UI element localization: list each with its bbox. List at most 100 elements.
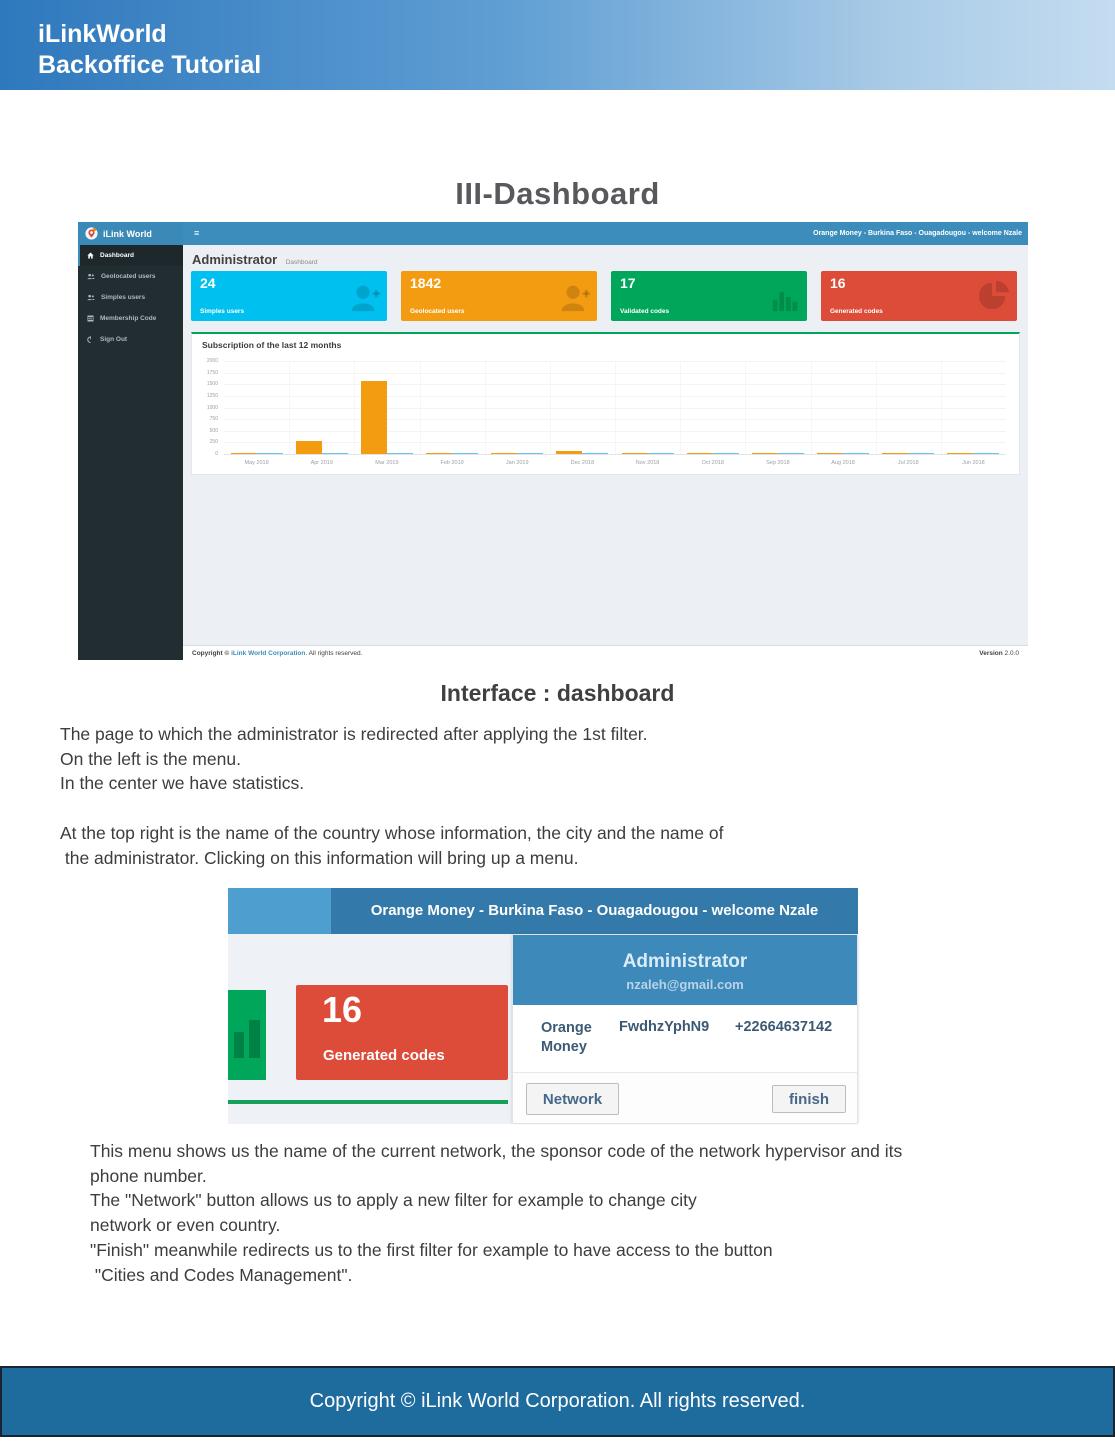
user-plus-icon — [561, 285, 591, 312]
sidebar-item-label: Dashboard — [100, 252, 134, 259]
y-tick-label: 2000 — [206, 358, 218, 364]
y-tick-label: 1250 — [206, 392, 218, 399]
sidebar: Dashboard Geolocated users Simples users — [78, 245, 183, 660]
bar-series-orange — [882, 453, 909, 454]
sidebar-item-geolocated-users[interactable]: Geolocated users — [78, 266, 183, 287]
brand-name: iLinkWorld — [38, 20, 167, 48]
stat-card-geolocated-users: 1842 Geolocated users — [401, 271, 597, 321]
bar-series-orange — [947, 453, 974, 454]
stat-label: Generated codes — [323, 1047, 445, 1064]
popup-header: Administrator nzaleh@gmail.com — [513, 935, 857, 1005]
x-tick-label: Jul 2018 — [897, 460, 919, 466]
phone-number: +22664637142 — [735, 1019, 833, 1035]
network-name: Orange Money — [541, 1020, 592, 1055]
x-axis-labels: May 2019 Apr 2019 Mar 2019 Feb 2019 Jan 2019… — [224, 458, 1006, 470]
text-line: The page to which the administrator is r… — [60, 724, 648, 744]
x-tick-label: Jan 2019 — [505, 460, 529, 466]
intro-paragraph: The page to which the administrator is r… — [60, 722, 648, 796]
gridline — [419, 361, 421, 454]
bar-series-orange — [295, 441, 322, 454]
stat-card-generated-codes: 16 Generated codes — [296, 985, 508, 1080]
y-tick-label: 500 — [209, 427, 218, 434]
bar-series-cyan — [843, 453, 870, 454]
brand-text: iLink World — [103, 228, 152, 239]
stat-label: Geolocated users — [410, 308, 465, 315]
sidebar-item-simples-users[interactable]: Simples users — [78, 287, 183, 308]
sidebar-item-sign-out[interactable]: Sign Out — [78, 329, 183, 350]
heading-title: Administrator — [192, 252, 278, 267]
bar-series-cyan — [908, 453, 935, 454]
topright-paragraph: At the top right is the name of the coun… — [60, 821, 723, 870]
bar-series-cyan — [712, 453, 739, 454]
dashboard-footer: Copyright © iLink World Corporation. All… — [183, 645, 1028, 660]
corporation-link[interactable]: iLink World Corporation — [231, 650, 306, 657]
sidebar-item-membership-code[interactable]: Membership Code — [78, 308, 183, 329]
sidebar-item-label: Simples users — [101, 294, 146, 301]
bar-series-orange — [491, 453, 518, 454]
gridline — [875, 361, 877, 454]
gridline — [615, 361, 616, 454]
topbar-left-segment — [228, 888, 331, 934]
network-button[interactable]: Network — [526, 1083, 619, 1115]
popup-body: Orange Money FwdhzYphN9 +22664637142 — [513, 1005, 857, 1073]
text-line: "Finish" meanwhile redirects us to the f… — [90, 1239, 773, 1260]
gridline — [484, 361, 486, 454]
bar-series-orange — [426, 453, 453, 454]
y-tick-label: 1750 — [206, 369, 218, 376]
bar-series-cyan — [256, 453, 283, 454]
popup-panel: Administrator nzaleh@gmail.com Orange Mo… — [512, 934, 858, 1123]
users-icon — [87, 294, 95, 301]
text-line: This menu shows us the name of the curre… — [90, 1141, 903, 1161]
stat-value: 16 — [322, 989, 363, 1030]
menu-paragraph: This menu shows us the name of the curre… — [90, 1139, 902, 1287]
user-context-text[interactable]: Orange Money - Burkina Faso - Ouagadougo… — [813, 230, 1022, 237]
dashboard-screenshot: iLink World ≡ Orange Money - Burkina Fas… — [78, 222, 1028, 660]
gridline — [745, 361, 747, 454]
text-line: phone number. — [90, 1165, 207, 1186]
y-axis-labels: 0 250 500 750 1000 1250 1500 1750 2000 — [192, 358, 220, 457]
user-plus-icon — [351, 285, 381, 312]
y-tick-label: 250 — [209, 439, 218, 446]
chart-box-top-border — [228, 1100, 508, 1104]
sidebar-item-label: Membership Code — [100, 315, 157, 322]
popup-title: Administrator — [622, 951, 748, 972]
finish-button[interactable]: finish — [772, 1085, 846, 1113]
text-line: The "Network" button allows us to apply … — [90, 1190, 697, 1211]
version-info: Version 2.0.0 — [979, 650, 1019, 657]
bar-series-orange — [556, 451, 583, 454]
app-logo-icon — [85, 227, 98, 240]
sponsor-code: FwdhzYphN9 — [619, 1019, 710, 1035]
bar-series-cyan — [777, 453, 804, 454]
chart-box: Subscription of the last 12 months 0 250 5… — [191, 332, 1020, 475]
page-title: III-Dashboard — [455, 176, 660, 211]
gridline — [549, 361, 551, 454]
app-logo[interactable]: iLink World — [78, 222, 183, 245]
sidebar-item-label: Sign Out — [100, 336, 128, 343]
bar-chart-icon — [249, 1020, 260, 1058]
stat-card-validated-codes: 17 Validated codes — [611, 271, 807, 321]
stat-value: 24 — [200, 275, 216, 291]
users-icon — [87, 273, 95, 280]
page-footer: Copyright © iLink World Corporation. All… — [0, 1366, 1115, 1437]
home-icon — [87, 252, 94, 259]
bar-series-orange — [360, 381, 387, 454]
sidebar-item-dashboard[interactable]: Dashboard — [78, 245, 183, 266]
hamburger-menu-icon[interactable]: ≡ — [194, 228, 200, 238]
navbar: iLink World ≡ Orange Money - Burkina Fas… — [78, 222, 1028, 245]
x-tick-label: May 2019 — [244, 460, 269, 466]
x-tick-label: Mar 2019 — [375, 460, 399, 466]
chart-plot — [224, 361, 1006, 455]
user-context-text[interactable]: Orange Money - Burkina Faso - Ouagadougo… — [370, 902, 819, 919]
content-heading: Administrator Dashboard — [192, 251, 318, 269]
sidebar-item-label: Geolocated users — [101, 273, 156, 280]
stat-label: Simples users — [200, 308, 245, 315]
popup-footer: Network finish — [513, 1073, 857, 1123]
stat-value: 16 — [830, 275, 846, 291]
navbar: Orange Money - Burkina Faso - Ouagadougo… — [228, 888, 858, 934]
stat-card-simples-users: 24 Simples users — [191, 271, 387, 321]
bar-series-orange — [751, 453, 778, 454]
pie-chart-icon — [978, 280, 1010, 310]
x-tick-label: Oct 2018 — [701, 460, 724, 466]
text-line: On the left is the menu. — [60, 748, 241, 769]
